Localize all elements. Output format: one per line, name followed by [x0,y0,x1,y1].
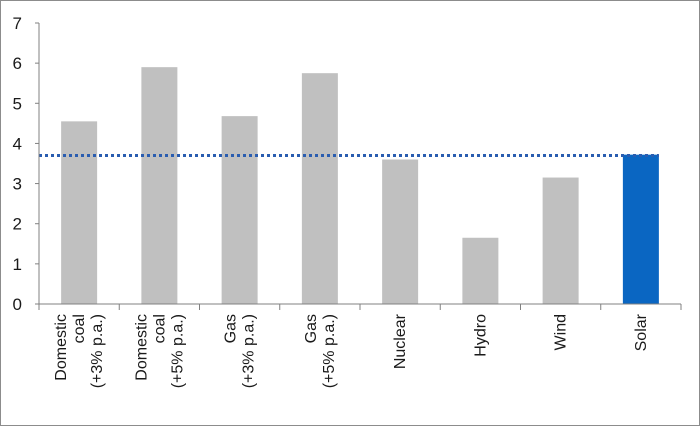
y-tick-label: 4 [13,134,22,153]
x-category-label: Gas [223,314,240,343]
x-category-label: coal [71,314,88,343]
x-category-label: Solar [633,313,650,351]
axes [38,23,682,310]
bar-0 [61,121,98,304]
x-category-label: Domestic [133,314,150,381]
bar-4 [382,159,419,304]
x-category-label: Wind [553,314,570,350]
x-category-label: Nuclear [392,313,409,369]
y-tick-label: 2 [13,215,22,234]
y-tick-label: 3 [13,175,22,194]
y-tick-label: 0 [13,295,22,314]
x-category-label: Hydro [472,314,489,357]
y-axis-ticks: 0 1 2 3 4 5 6 7 [13,14,39,314]
x-category-label: (+3% p.a.) [89,314,106,388]
bar-1 [141,67,178,305]
x-category-label: (+3% p.a.) [241,314,258,388]
x-category-label: (+5% p.a.) [169,314,186,388]
x-category-label: Gas [303,314,320,343]
bar-2 [221,116,258,304]
bar-6 [542,177,579,304]
bar-3 [301,73,338,304]
y-tick-label: 6 [13,54,22,73]
bars [61,67,659,305]
x-axis-labels: Domestic coal (+3% p.a.) Domestic coal (+5% p… [53,313,650,388]
y-tick-label: 1 [13,255,22,274]
x-category-label: (+5% p.a.) [321,314,338,388]
y-tick-label: 5 [13,94,22,113]
x-category-label: coal [151,314,168,343]
bar-5 [462,237,499,304]
bar-7 [622,154,659,304]
y-tick-label: 7 [13,14,22,33]
x-category-label: Domestic [53,314,70,381]
